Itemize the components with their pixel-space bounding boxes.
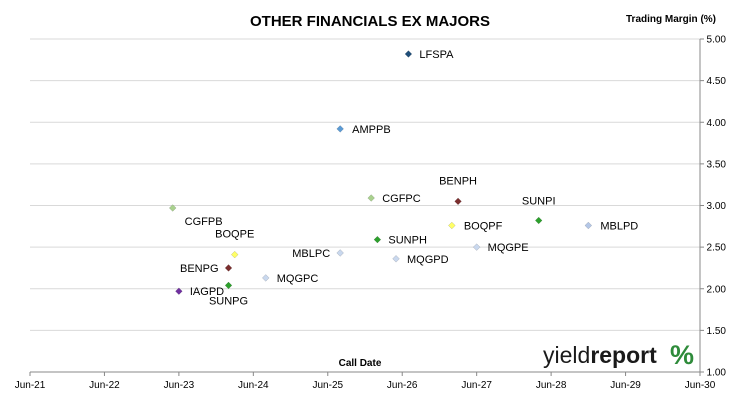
data-labels: LFSPA AMPPB CGFPB CGFPC BENPH SUNPI MBLPD BOQPF… [180, 49, 638, 307]
y-axis-title: Trading Margin (%) [626, 14, 716, 25]
logo-yield-text: yield [543, 342, 590, 368]
svg-text:yieldreport: yieldreport [543, 342, 657, 368]
data-label-cgfpb: CGFPB [185, 216, 223, 228]
y-tick-label: 1.00 [707, 368, 727, 379]
x-axis-title: Call Date [339, 358, 382, 369]
data-point-lfspa [404, 50, 413, 58]
x-tick-label: Jun-29 [610, 380, 641, 391]
data-point-mqgpc [261, 274, 270, 282]
x-tick-label: Jun-24 [238, 380, 269, 391]
logo-percent-icon: % [670, 340, 694, 370]
y-tick-label: 4.00 [707, 118, 727, 129]
x-tick-label: Jun-25 [312, 380, 343, 391]
data-label-lfspa: LFSPA [419, 49, 454, 61]
data-label-benph: BENPH [439, 175, 477, 187]
y-tick-label: 2.50 [707, 243, 727, 254]
data-point-cgfpc [367, 194, 375, 202]
data-points [168, 50, 593, 296]
yieldreport-logo: yieldreport % [543, 340, 694, 370]
y-tick-label: 3.50 [707, 159, 727, 170]
data-label-sunph: SUNPH [388, 235, 427, 247]
x-tick-label: Jun-30 [685, 380, 716, 391]
y-tick-label: 4.50 [707, 76, 727, 87]
data-label-sunpi: SUNPI [522, 195, 556, 207]
y-tick-label: 3.00 [707, 201, 727, 212]
x-tick-label: Jun-22 [89, 380, 120, 391]
y-tick-label: 2.00 [707, 284, 727, 295]
data-point-cgfpb [168, 204, 177, 212]
data-label-cgfpc: CGFPC [382, 193, 421, 205]
data-label-mqgpe: MQGPE [488, 242, 529, 254]
x-tick-labels: Jun-21 Jun-22 Jun-23 Jun-24 Jun-25 Jun-26 Jun-… [15, 380, 716, 391]
data-point-sunph [373, 235, 382, 244]
data-point-mblpc [336, 249, 344, 257]
x-tick-label: Jun-26 [387, 380, 418, 391]
x-tick-label: Jun-21 [15, 380, 46, 391]
data-label-amppb: AMPPB [352, 124, 391, 136]
y-tick-label: 5.00 [707, 35, 727, 46]
x-tick-label: Jun-23 [164, 380, 195, 391]
data-label-mblpc: MBLPC [292, 248, 330, 260]
data-label-benpg: BENPG [180, 263, 219, 275]
data-point-benpg [224, 264, 233, 272]
data-label-boqpe: BOQPE [215, 229, 254, 241]
data-point-sunpg [224, 281, 233, 290]
data-point-boqpf [448, 221, 456, 230]
data-point-benph [454, 197, 462, 206]
data-point-mqgpd [392, 255, 400, 263]
data-label-sunpg: SUNPG [209, 295, 248, 307]
data-label-mqgpc: MQGPC [277, 273, 319, 285]
gridlines [30, 38, 700, 331]
chart-title: OTHER FINANCIALS EX MAJORS [250, 13, 490, 30]
y-tick-labels: 1.00 1.50 2.00 2.50 3.00 3.50 4.00 4.50 5.00 [707, 35, 727, 379]
data-point-mqgpe [472, 243, 481, 251]
data-label-boqpf: BOQPF [464, 220, 503, 232]
y-tick-label: 1.50 [707, 326, 727, 337]
data-point-sunpi [534, 216, 543, 225]
data-label-mqgpd: MQGPD [407, 254, 449, 266]
x-tick-label: Jun-27 [461, 380, 492, 391]
data-label-iagpd: IAGPD [190, 286, 224, 298]
data-label-mblpd: MBLPD [600, 220, 638, 232]
data-point-boqpe [230, 250, 239, 259]
data-point-mblpd [584, 221, 593, 230]
axes [29, 38, 704, 376]
x-tick-label: Jun-28 [536, 380, 567, 391]
data-point-iagpd [175, 287, 183, 296]
data-point-amppb [336, 125, 344, 133]
logo-report-text: report [590, 342, 657, 368]
